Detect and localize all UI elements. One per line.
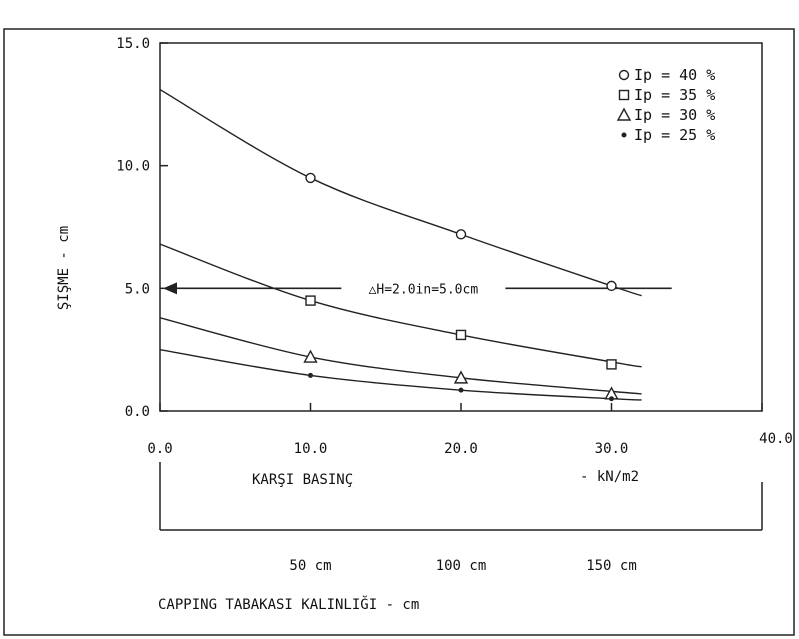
data-point-circle [618, 69, 630, 81]
x-axis-ticks: 0.0 10.0 20.0 30.0 40.0 [147, 403, 793, 457]
outer-frame [3, 28, 795, 636]
secondary-tick-label: 50 cm [289, 558, 331, 574]
series-markers [303, 172, 619, 402]
data-point-dot [458, 387, 464, 393]
data-point-square [455, 329, 467, 341]
reference-line: △H=2.0in=5.0cm [163, 282, 672, 297]
data-point-circle [305, 172, 316, 184]
x-tick-label: 40.0 [759, 431, 793, 447]
data-point-circle [606, 280, 617, 292]
x-tick-label: 0.0 [147, 441, 172, 457]
x-tick-label: 10.0 [294, 441, 328, 457]
data-point-triangle [616, 107, 632, 121]
data-point-square [606, 359, 617, 370]
y-axis-ticks: 0.0 5.0 10.0 15.0 [116, 36, 168, 420]
x-axis-label: KARŞI BASINÇ [252, 472, 353, 488]
x-tick-label: 30.0 [595, 441, 629, 457]
y-tick-label: 10.0 [116, 159, 150, 175]
legend: Ip = 40 % Ip = 35 % Ip = 30 % Ip = 25 % [616, 66, 715, 144]
x-axis-unit-label: - kN/m2 [580, 469, 639, 485]
secondary-tick-label: 150 cm [586, 558, 637, 574]
legend-entry: Ip = 35 % [634, 86, 715, 104]
data-point-dot [621, 132, 627, 138]
data-point-triangle [303, 349, 318, 363]
series-line [160, 89, 642, 297]
legend-entry: Ip = 25 % [634, 126, 715, 144]
y-tick-label: 5.0 [125, 281, 150, 297]
series-line [160, 243, 642, 368]
reference-arrow-head [163, 282, 177, 295]
data-point-triangle [453, 370, 469, 384]
data-point-square [305, 295, 316, 306]
legend-entry: Ip = 40 % [634, 66, 715, 84]
secondary-axis-ticks: 50 cm 100 cm 150 cm [289, 558, 636, 574]
y-tick-label: 15.0 [116, 36, 150, 52]
x-tick-label: 20.0 [444, 441, 478, 457]
data-point-circle [455, 229, 467, 240]
series-curves [160, 89, 642, 401]
secondary-axis: 50 cm 100 cm 150 cm CAPPING TABAKASI KALIN… [158, 462, 763, 613]
series-line [160, 348, 642, 401]
reference-line-label: △H=2.0in=5.0cm [369, 282, 479, 297]
series-line [160, 317, 642, 395]
data-point-dot [609, 396, 614, 402]
y-axis-label: ŞIŞME - cm [56, 226, 72, 310]
secondary-tick-label: 100 cm [436, 558, 487, 574]
y-tick-label: 0.0 [125, 404, 150, 420]
plot-area: 0.0 5.0 10.0 15.0 0.0 10.0 20.0 30.0 40.0 △H=2.… [116, 36, 793, 457]
secondary-axis-label: CAPPING TABAKASI KALINLIĞI - cm [158, 595, 419, 613]
data-point-square [618, 89, 630, 101]
data-point-dot [308, 372, 313, 378]
legend-entry: Ip = 30 % [634, 106, 715, 124]
